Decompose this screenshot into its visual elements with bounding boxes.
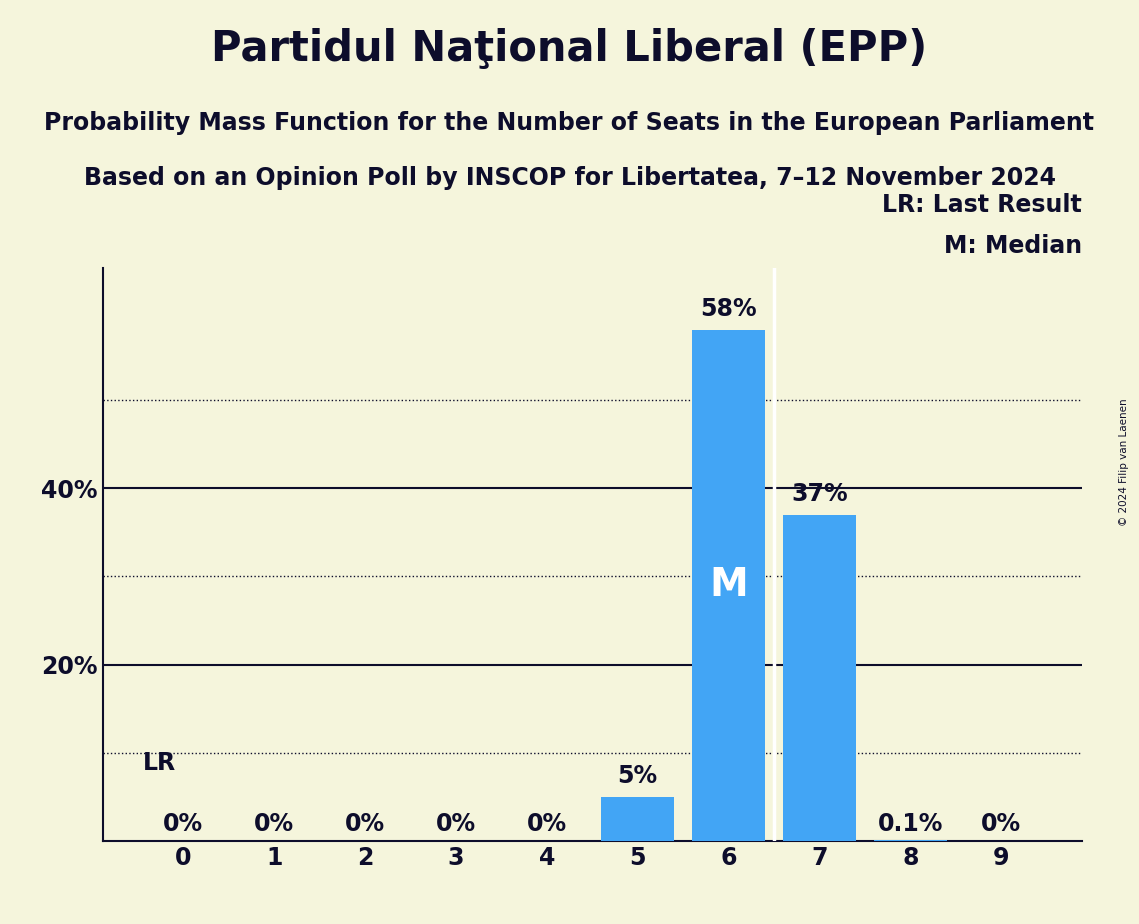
Text: Partidul Naţional Liberal (EPP): Partidul Naţional Liberal (EPP) <box>212 28 927 69</box>
Text: M: Median: M: Median <box>944 234 1082 258</box>
Text: Based on an Opinion Poll by INSCOP for Libertatea, 7–12 November 2024: Based on an Opinion Poll by INSCOP for L… <box>83 166 1056 190</box>
Text: LR: LR <box>142 750 175 774</box>
Text: M: M <box>710 566 748 604</box>
Text: 0%: 0% <box>163 812 204 836</box>
Bar <box>693 330 765 841</box>
Text: © 2024 Filip van Laenen: © 2024 Filip van Laenen <box>1120 398 1129 526</box>
Bar <box>601 796 674 841</box>
Text: 0%: 0% <box>526 812 567 836</box>
Text: 58%: 58% <box>700 297 757 321</box>
Text: 0.1%: 0.1% <box>878 812 943 836</box>
Text: 5%: 5% <box>617 764 658 788</box>
Text: 0%: 0% <box>345 812 385 836</box>
Text: Probability Mass Function for the Number of Seats in the European Parliament: Probability Mass Function for the Number… <box>44 111 1095 135</box>
Text: 37%: 37% <box>792 482 847 506</box>
Bar <box>784 515 855 841</box>
Text: LR: Last Result: LR: Last Result <box>883 193 1082 217</box>
Text: 0%: 0% <box>254 812 294 836</box>
Text: 0%: 0% <box>436 812 476 836</box>
Text: 0%: 0% <box>981 812 1022 836</box>
